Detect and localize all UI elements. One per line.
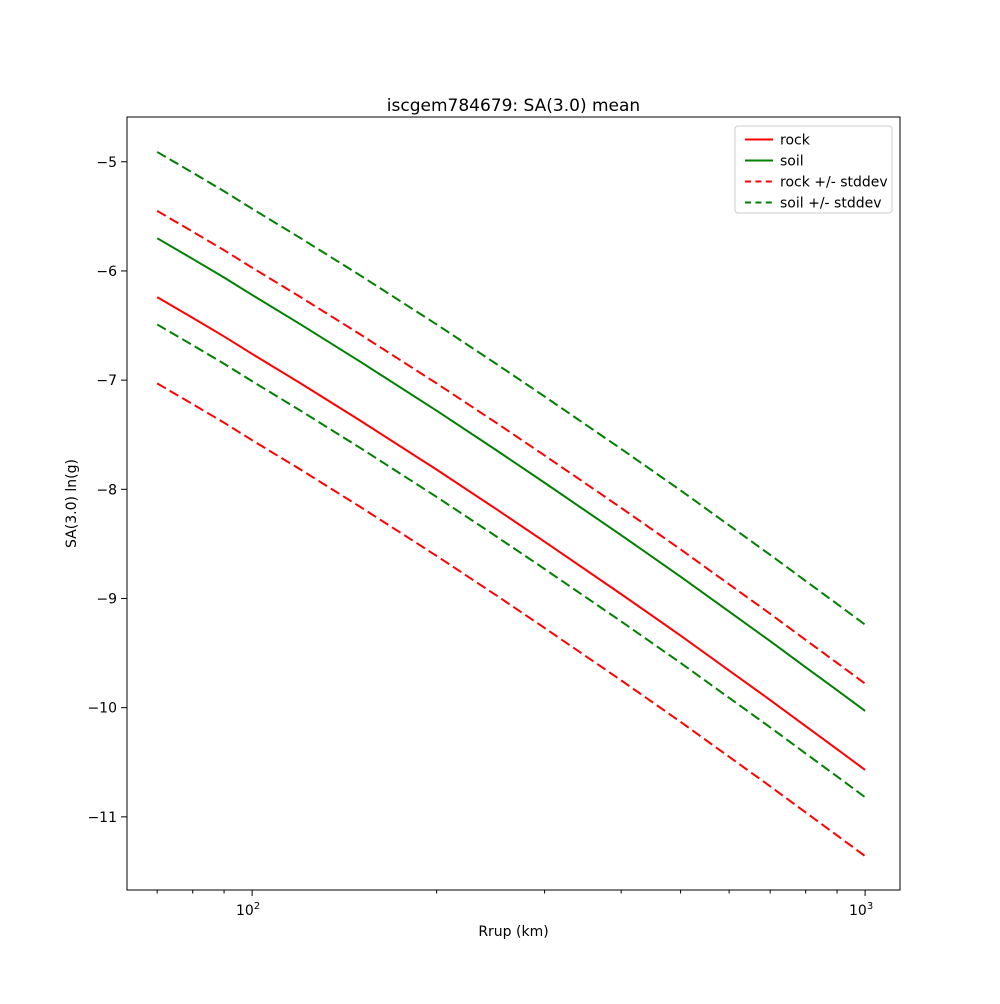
plot-area-border (126, 116, 901, 891)
y-axis-label: SA(3.0) ln(g) (64, 459, 80, 548)
curves (156, 151, 866, 857)
y-tick-label: −10 (87, 701, 117, 717)
legend-box (734, 125, 893, 214)
x-axis: 102 103 (156, 890, 873, 919)
y-axis: −5 −6 −7 −8 −9 −10 −11 (87, 155, 127, 826)
legend: rock soil rock +/- stddev soil +/- stddev (734, 125, 893, 214)
y-tick-label: −6 (96, 264, 117, 280)
curve-soil-stddev (156, 323, 866, 799)
x-axis-label: Rrup (km) (478, 924, 548, 940)
y-tick-label: −8 (96, 482, 117, 498)
curve-rock-stddev (156, 382, 866, 857)
curve-rock (156, 296, 866, 771)
x-tick-label: 102 (236, 901, 260, 919)
y-tick-label: −9 (96, 591, 117, 607)
curve-soil (156, 237, 866, 712)
y-tick-label: −7 (96, 373, 117, 389)
legend-label-rock-stddev: rock +/- stddev (780, 175, 888, 191)
legend-label-soil: soil (780, 154, 804, 170)
x-tick-label: 103 (849, 901, 873, 919)
legend-label-rock: rock (780, 133, 811, 149)
chart-title: iscgem784679: SA(3.0) mean (387, 96, 640, 116)
y-tick-label: −5 (96, 155, 117, 171)
curve-soil-stddev (156, 151, 866, 626)
curve-rock-stddev (156, 210, 866, 685)
legend-label-soil-stddev: soil +/- stddev (780, 196, 882, 212)
y-tick-label: −11 (87, 810, 117, 826)
